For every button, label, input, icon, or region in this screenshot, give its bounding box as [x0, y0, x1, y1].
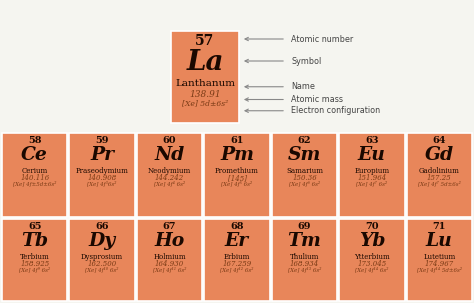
Text: [Xe] 5d±6s²: [Xe] 5d±6s²	[182, 99, 228, 107]
FancyBboxPatch shape	[204, 133, 270, 217]
Text: Europium: Europium	[354, 167, 390, 175]
Text: Cerium: Cerium	[22, 167, 48, 175]
Text: [Xe] 4f⁷ 6s²: [Xe] 4f⁷ 6s²	[356, 181, 387, 187]
Text: Atomic number: Atomic number	[291, 35, 353, 44]
Text: Praseodymium: Praseodymium	[76, 167, 128, 175]
Text: Tm: Tm	[288, 232, 321, 251]
FancyBboxPatch shape	[69, 133, 135, 217]
Text: Dysprosium: Dysprosium	[81, 253, 123, 261]
FancyBboxPatch shape	[69, 219, 135, 301]
FancyBboxPatch shape	[2, 219, 67, 301]
Text: 144.242: 144.242	[155, 174, 184, 182]
FancyBboxPatch shape	[407, 133, 472, 217]
Text: 66: 66	[95, 222, 109, 231]
Text: 168.934: 168.934	[290, 260, 319, 268]
Text: Lanthanum: Lanthanum	[175, 79, 235, 88]
Text: [Xe] 4f¹³ 6s²: [Xe] 4f¹³ 6s²	[288, 267, 321, 273]
Text: 68: 68	[230, 222, 244, 231]
Text: Erbium: Erbium	[224, 253, 250, 261]
FancyBboxPatch shape	[272, 219, 337, 301]
Text: 151.964: 151.964	[357, 174, 386, 182]
Text: [Xe] 4f⁵ 6s²: [Xe] 4f⁵ 6s²	[221, 181, 253, 187]
Text: [Xe] 4f⁹ 6s²: [Xe] 4f⁹ 6s²	[19, 267, 50, 273]
Text: 162.500: 162.500	[88, 260, 117, 268]
Text: 167.259: 167.259	[222, 260, 252, 268]
Text: [Xe] 4f¹² 6s²: [Xe] 4f¹² 6s²	[220, 267, 254, 273]
FancyBboxPatch shape	[339, 219, 405, 301]
Text: 62: 62	[298, 136, 311, 145]
FancyBboxPatch shape	[204, 219, 270, 301]
Text: 59: 59	[95, 136, 109, 145]
Text: Pm: Pm	[220, 146, 254, 165]
Text: Er: Er	[225, 232, 249, 251]
Text: [Xe] 4f⁶ 6s²: [Xe] 4f⁶ 6s²	[289, 181, 320, 187]
Text: 164.930: 164.930	[155, 260, 184, 268]
Text: Atomic mass: Atomic mass	[291, 95, 343, 104]
Text: 157.25: 157.25	[427, 174, 452, 182]
Text: [Xe] 4f¹⁴ 6s²: [Xe] 4f¹⁴ 6s²	[355, 267, 389, 273]
Text: [145]: [145]	[228, 174, 246, 182]
Text: Terbium: Terbium	[20, 253, 50, 261]
Text: Ho: Ho	[155, 232, 185, 251]
Text: Dy: Dy	[89, 232, 116, 251]
FancyBboxPatch shape	[339, 133, 405, 217]
Text: 173.045: 173.045	[357, 260, 386, 268]
Text: Promethium: Promethium	[215, 167, 259, 175]
Text: [Xe] 4f¹⁰ 6s²: [Xe] 4f¹⁰ 6s²	[85, 267, 119, 273]
Text: 174.967: 174.967	[425, 260, 454, 268]
Text: [Xe] 4f⁴ 6s²: [Xe] 4f⁴ 6s²	[154, 181, 185, 187]
Text: Symbol: Symbol	[291, 56, 321, 65]
Text: Lu: Lu	[426, 232, 453, 251]
Text: [Xe] 4f¹⁴ 5d±6s²: [Xe] 4f¹⁴ 5d±6s²	[417, 267, 462, 273]
Text: 60: 60	[163, 136, 176, 145]
Text: Tb: Tb	[21, 232, 48, 251]
Text: 64: 64	[433, 136, 446, 145]
Text: 140.908: 140.908	[88, 174, 117, 182]
Text: Gd: Gd	[425, 146, 454, 165]
Text: Sm: Sm	[288, 146, 321, 165]
Text: Thulium: Thulium	[290, 253, 319, 261]
Text: 65: 65	[28, 222, 41, 231]
Text: 58: 58	[28, 136, 41, 145]
Text: 138.91: 138.91	[189, 90, 221, 99]
FancyBboxPatch shape	[137, 133, 202, 217]
Text: 63: 63	[365, 136, 379, 145]
Text: Ce: Ce	[21, 146, 48, 165]
Text: 71: 71	[433, 222, 446, 231]
Text: Electron configuration: Electron configuration	[291, 106, 380, 115]
Text: 61: 61	[230, 136, 244, 145]
Text: Holmium: Holmium	[153, 253, 186, 261]
Text: 140.116: 140.116	[20, 174, 49, 182]
Text: Yb: Yb	[359, 232, 385, 251]
Text: Nd: Nd	[155, 146, 185, 165]
Text: Pr: Pr	[90, 146, 114, 165]
Text: Samarium: Samarium	[286, 167, 323, 175]
Text: Name: Name	[291, 82, 315, 91]
Text: Lutetium: Lutetium	[423, 253, 456, 261]
Text: 150.36: 150.36	[292, 174, 317, 182]
FancyBboxPatch shape	[272, 133, 337, 217]
Text: La: La	[186, 49, 224, 76]
Text: Eu: Eu	[358, 146, 386, 165]
FancyBboxPatch shape	[407, 219, 472, 301]
Text: 67: 67	[163, 222, 176, 231]
Text: Gadolinium: Gadolinium	[419, 167, 460, 175]
Text: [Xe] 4f³6s²: [Xe] 4f³6s²	[87, 181, 117, 187]
Text: [Xe] 4f¹¹ 6s²: [Xe] 4f¹¹ 6s²	[153, 267, 186, 273]
Text: Neodymium: Neodymium	[148, 167, 191, 175]
Text: 70: 70	[365, 222, 379, 231]
FancyBboxPatch shape	[137, 219, 202, 301]
Text: [Xe] 4f±5d±6s²: [Xe] 4f±5d±6s²	[13, 181, 56, 187]
Text: Ytterbium: Ytterbium	[354, 253, 390, 261]
Text: 57: 57	[195, 34, 215, 48]
FancyBboxPatch shape	[2, 133, 67, 217]
Text: 158.925: 158.925	[20, 260, 49, 268]
Text: 69: 69	[298, 222, 311, 231]
Text: [Xe] 4f⁷ 5d±6s²: [Xe] 4f⁷ 5d±6s²	[418, 181, 461, 187]
FancyBboxPatch shape	[171, 31, 239, 123]
